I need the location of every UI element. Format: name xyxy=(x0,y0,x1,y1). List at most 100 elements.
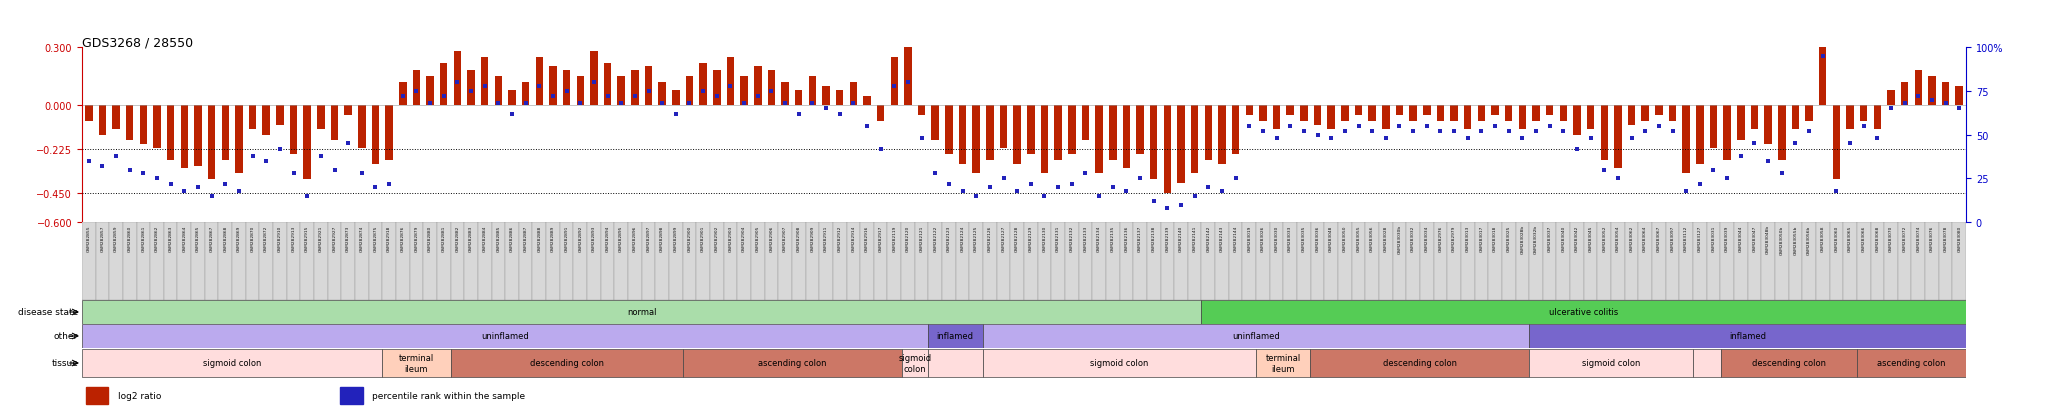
Bar xyxy=(1501,223,1516,300)
Point xyxy=(1165,202,1198,208)
Bar xyxy=(86,387,109,404)
Bar xyxy=(1491,106,1499,116)
Bar xyxy=(1751,106,1757,129)
Text: GSM283045: GSM283045 xyxy=(1589,225,1593,251)
Point xyxy=(496,111,528,118)
Bar xyxy=(891,57,897,106)
Bar xyxy=(1106,223,1120,300)
Point xyxy=(428,93,461,100)
Bar xyxy=(1532,106,1540,121)
Text: GSM283074: GSM283074 xyxy=(1917,225,1921,251)
Point xyxy=(1780,140,1812,147)
Text: terminal
ileum: terminal ileum xyxy=(399,354,434,373)
Bar xyxy=(1092,223,1106,300)
Point xyxy=(604,100,637,107)
Bar xyxy=(768,71,774,106)
Point xyxy=(1534,123,1567,130)
Point xyxy=(1014,181,1047,188)
Bar xyxy=(1763,106,1772,145)
Text: GSM282126: GSM282126 xyxy=(987,225,991,251)
Text: GSM283127: GSM283127 xyxy=(1698,225,1702,251)
Text: GSM283017: GSM283017 xyxy=(1479,225,1483,251)
Point xyxy=(768,100,801,107)
Bar xyxy=(1583,223,1597,300)
Text: ascending colon: ascending colon xyxy=(1878,358,1946,368)
Bar xyxy=(1927,77,1935,106)
Bar xyxy=(537,57,543,106)
Bar xyxy=(1628,106,1634,126)
Bar xyxy=(1747,223,1761,300)
Bar xyxy=(928,349,983,377)
Bar xyxy=(1530,349,1694,377)
Text: GSM282127: GSM282127 xyxy=(1001,225,1006,251)
Bar xyxy=(262,106,270,135)
Bar xyxy=(344,106,352,116)
Text: descending colon: descending colon xyxy=(1382,358,1456,368)
Bar xyxy=(1188,223,1202,300)
Text: GSM283025: GSM283025 xyxy=(1507,225,1511,251)
Point xyxy=(1888,100,1921,107)
Text: GSM282893: GSM282893 xyxy=(592,225,596,251)
Bar xyxy=(340,387,362,404)
Bar xyxy=(1599,106,1608,160)
Bar xyxy=(1243,223,1255,300)
Bar xyxy=(1423,106,1430,116)
Point xyxy=(1300,132,1333,138)
Text: GSM282915: GSM282915 xyxy=(305,225,309,251)
Bar xyxy=(492,223,506,300)
Bar xyxy=(928,223,942,300)
Bar xyxy=(1137,106,1143,154)
Bar xyxy=(1915,71,1921,106)
Text: GSM283032b: GSM283032b xyxy=(1534,225,1538,254)
Bar xyxy=(1696,106,1704,164)
Bar xyxy=(1327,106,1335,129)
Bar xyxy=(1624,223,1638,300)
Point xyxy=(168,188,201,195)
Bar xyxy=(547,223,559,300)
Bar xyxy=(901,349,928,377)
Text: inflamed: inflamed xyxy=(1729,332,1765,341)
Point xyxy=(1520,128,1552,135)
Text: GSM283013: GSM283013 xyxy=(1466,225,1470,251)
Text: GSM283055b: GSM283055b xyxy=(1794,225,1798,254)
Bar xyxy=(1806,106,1812,121)
Bar xyxy=(190,223,205,300)
Text: GSM282898: GSM282898 xyxy=(659,225,664,251)
Bar xyxy=(999,106,1008,149)
Bar xyxy=(578,77,584,106)
Text: inflamed: inflamed xyxy=(936,332,973,341)
Bar xyxy=(373,106,379,164)
Bar xyxy=(303,106,311,180)
Bar xyxy=(1419,223,1434,300)
Bar xyxy=(782,83,788,106)
Bar xyxy=(973,106,979,174)
Bar xyxy=(354,223,369,300)
Bar xyxy=(342,223,354,300)
Point xyxy=(1628,128,1661,135)
Bar xyxy=(1886,90,1894,106)
Bar xyxy=(1010,223,1024,300)
Point xyxy=(399,88,432,95)
Bar xyxy=(1407,223,1419,300)
Text: GSM283080: GSM283080 xyxy=(1958,225,1962,251)
Point xyxy=(209,181,242,188)
Bar xyxy=(180,106,188,168)
Point xyxy=(1233,123,1266,130)
Text: GSM282140: GSM282140 xyxy=(1180,225,1184,251)
Bar xyxy=(1653,223,1665,300)
Bar xyxy=(113,106,119,129)
Text: GSM282901: GSM282901 xyxy=(700,225,705,251)
Bar xyxy=(1860,106,1868,121)
Text: GSM282917: GSM282917 xyxy=(879,225,883,251)
Bar xyxy=(1174,223,1188,300)
Bar xyxy=(932,106,938,141)
Text: terminal
ileum: terminal ileum xyxy=(1266,354,1300,373)
Text: sigmoid colon: sigmoid colon xyxy=(203,358,260,368)
Text: GSM282900: GSM282900 xyxy=(688,225,692,251)
Point xyxy=(563,100,596,107)
Bar xyxy=(1161,223,1174,300)
Bar xyxy=(1720,223,1735,300)
Bar xyxy=(1096,106,1102,174)
Bar xyxy=(1802,223,1817,300)
Point xyxy=(973,184,1006,191)
